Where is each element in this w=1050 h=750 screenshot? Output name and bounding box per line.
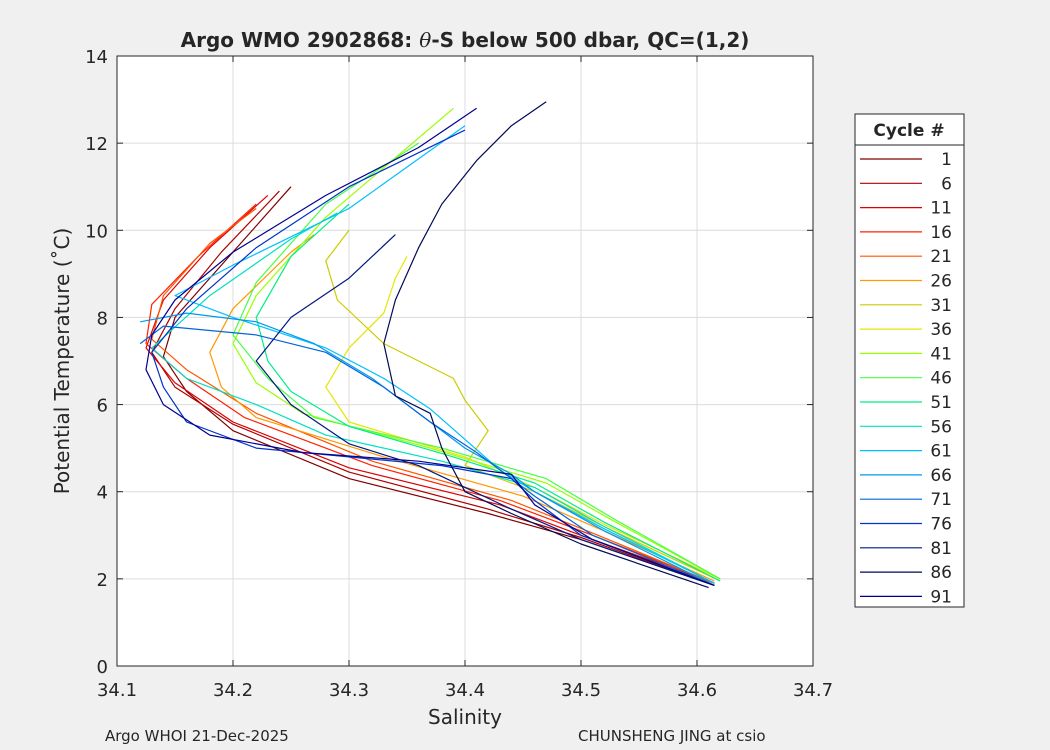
legend-label-cycle-71: 71 (930, 490, 952, 510)
legend-label-cycle-21: 21 (930, 247, 952, 267)
x-tick-label: 34.1 (97, 680, 137, 701)
y-tick-label: 2 (97, 570, 108, 591)
legend-label-cycle-61: 61 (930, 442, 952, 462)
series-line-cycle-31 (325, 229, 721, 582)
legend-label-cycle-6: 6 (941, 174, 952, 194)
series-line-cycle-86 (383, 101, 709, 589)
series-line-cycle-46 (232, 142, 721, 580)
legend-label-cycle-66: 66 (930, 466, 952, 486)
x-tick-label: 34.4 (445, 680, 485, 701)
x-tick-label: 34.3 (329, 680, 369, 701)
series-line-cycle-76 (151, 129, 715, 586)
footer-right: CHUNSHENG JING at csio (578, 727, 766, 745)
y-tick-label: 10 (85, 221, 108, 242)
legend-label-cycle-1: 1 (941, 150, 952, 170)
legend-label-cycle-51: 51 (930, 393, 952, 413)
series-line-cycle-91 (145, 107, 715, 586)
y-tick-label: 14 (85, 47, 108, 68)
x-tick-label: 34.7 (793, 680, 833, 701)
legend-label-cycle-31: 31 (930, 296, 952, 316)
legend-label-cycle-46: 46 (930, 369, 952, 389)
legend-label-cycle-76: 76 (930, 515, 952, 535)
y-tick-label: 0 (97, 657, 108, 678)
legend-label-cycle-16: 16 (930, 223, 952, 243)
series-line-cycle-81 (255, 234, 715, 586)
x-tick-label: 34.2 (213, 680, 253, 701)
y-tick-label: 6 (97, 396, 108, 417)
y-axis-label: Potential Temperature (˚C) (50, 228, 74, 495)
legend: Cycle # 16111621263136414651566166717681… (854, 113, 965, 608)
footer-left: Argo WHOI 21-Dec-2025 (105, 727, 289, 745)
x-tick-label: 34.6 (677, 680, 717, 701)
legend-label-cycle-91: 91 (930, 587, 952, 607)
legend-label-cycle-36: 36 (930, 320, 952, 340)
series-line-cycle-1 (162, 186, 715, 586)
y-tick-label: 4 (97, 483, 108, 504)
y-tick-label: 12 (85, 134, 108, 155)
series-line-cycle-56 (151, 212, 715, 584)
data-series-group (139, 101, 721, 589)
series-line-cycle-26 (209, 234, 715, 582)
series-line-cycle-71 (139, 325, 715, 586)
series-line-cycle-16 (145, 203, 715, 584)
x-axis-label: Salinity (428, 705, 502, 729)
legend-label-cycle-81: 81 (930, 539, 952, 559)
legend-label-cycle-56: 56 (930, 417, 952, 437)
series-line-cycle-11 (145, 194, 715, 584)
legend-label-cycle-26: 26 (930, 272, 952, 292)
legend-label-cycle-11: 11 (930, 199, 952, 219)
chart-title: Argo WMO 2902868: θ-S below 500 dbar, QC… (181, 28, 750, 52)
series-line-cycle-36 (325, 256, 721, 580)
x-axis-ticks: 34.1 34.2 34.3 34.4 34.5 34.6 34.7 (97, 56, 833, 701)
legend-label-cycle-86: 86 (930, 563, 952, 583)
legend-box (854, 113, 965, 608)
legend-label-cycle-41: 41 (930, 344, 952, 364)
series-line-cycle-51 (255, 203, 721, 582)
legend-title: Cycle # (873, 121, 944, 141)
y-tick-label: 8 (97, 308, 108, 329)
y-axis-ticks: 0 2 4 6 8 10 12 14 (85, 47, 813, 678)
x-tick-label: 34.5 (561, 680, 601, 701)
